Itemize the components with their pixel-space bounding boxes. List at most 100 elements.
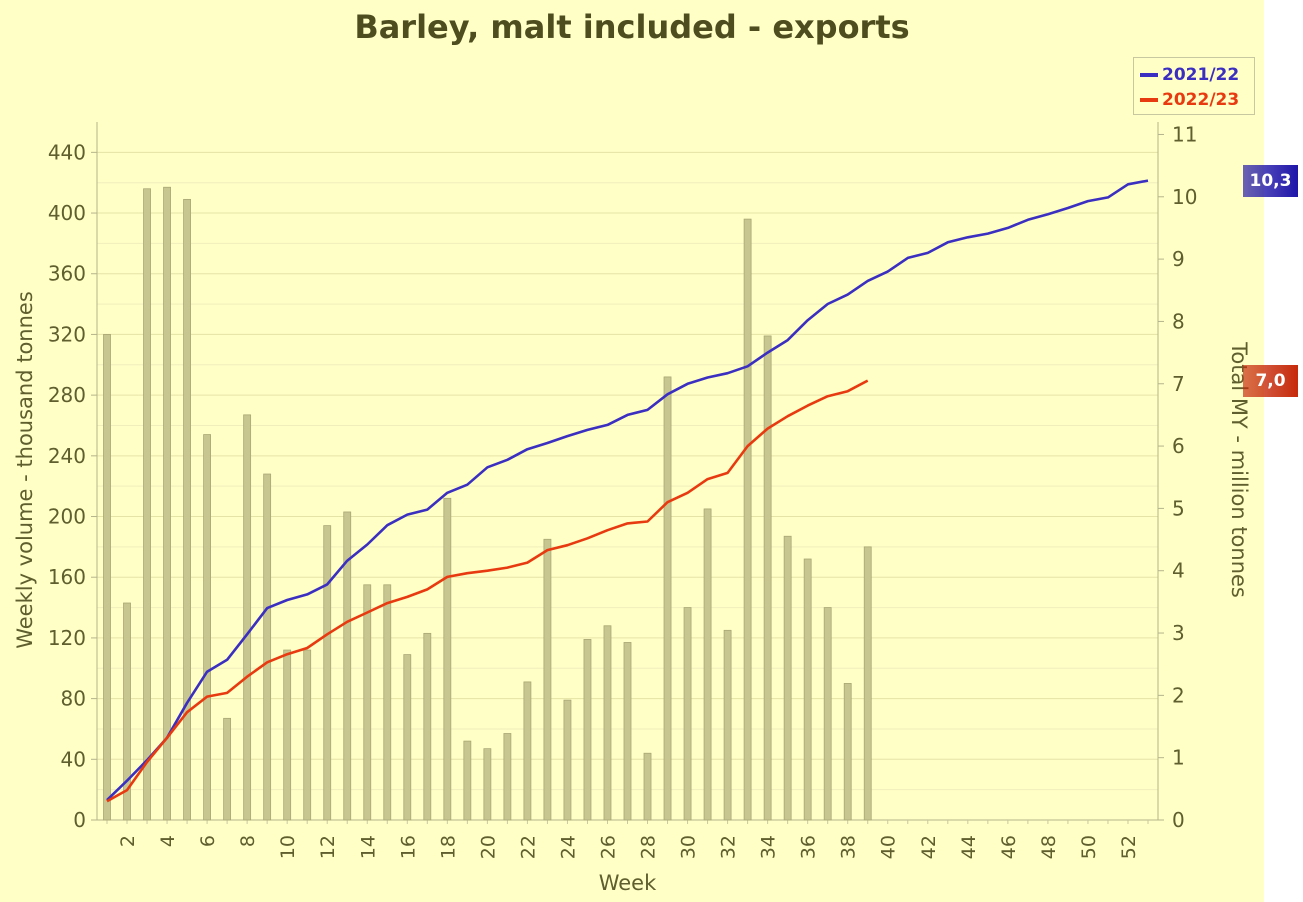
- bar-week-4: [163, 186, 171, 821]
- bar-week-16: [403, 654, 412, 821]
- y-tick-label-right: 5: [1172, 496, 1185, 520]
- x-tick-label: 44: [958, 835, 980, 859]
- bar-week-31: [703, 508, 712, 821]
- bar-week-2: [123, 602, 131, 821]
- end-value-badge-2022-23: 7,0: [1243, 364, 1298, 397]
- bar-week-39: [863, 546, 872, 821]
- bar-week-9: [263, 473, 272, 821]
- x-tick-label: 36: [798, 835, 820, 859]
- y-tick-label-right: 11: [1172, 122, 1197, 146]
- legend: 2021/22 2022/23: [1133, 57, 1255, 115]
- legend-swatch-2022-23: [1140, 98, 1158, 102]
- bar-week-5: [183, 198, 191, 821]
- bar-week-14: [363, 584, 372, 821]
- x-tick-label: 24: [557, 835, 579, 859]
- y-tick-label-left: 440: [48, 140, 86, 164]
- y-tick-label-left: 320: [48, 322, 86, 346]
- x-tick-label: 16: [397, 835, 419, 859]
- bar-week-33: [743, 218, 752, 821]
- series-line-2022-23: [106, 379, 869, 803]
- bar-week-36: [803, 558, 812, 821]
- y-tick-label-right: 10: [1172, 185, 1197, 209]
- y-tick-label-right: 8: [1172, 309, 1185, 333]
- bar-week-26: [603, 625, 612, 821]
- y-tick-label-right: 0: [1172, 808, 1185, 832]
- legend-item-2021-22: 2021/22: [1140, 64, 1239, 86]
- x-tick-label: 46: [998, 835, 1020, 859]
- chart-title: Barley, malt included - exports: [354, 8, 910, 46]
- y-tick-label-right: 7: [1172, 372, 1185, 396]
- x-tick-label: 12: [317, 835, 339, 859]
- bar-week-1: [103, 334, 111, 821]
- y-tick-label-right: 2: [1172, 683, 1185, 707]
- x-tick-label: 28: [638, 835, 660, 859]
- bar-week-37: [823, 607, 832, 821]
- bar-week-19: [463, 740, 472, 821]
- series-line-2021-22: [106, 179, 1149, 802]
- x-tick-label: 26: [597, 835, 619, 859]
- y-tick-label-left: 360: [48, 262, 86, 286]
- x-tick-label: 34: [758, 835, 780, 859]
- legend-label-2021-22: 2021/22: [1162, 65, 1240, 85]
- bar-week-24: [563, 699, 572, 821]
- y-tick-label-right: 1: [1172, 746, 1185, 770]
- y-tick-label-left: 160: [48, 565, 86, 589]
- x-tick-label: 50: [1078, 835, 1100, 859]
- bar-week-27: [623, 642, 632, 821]
- y-tick-label-left: 120: [48, 626, 86, 650]
- bar-week-8: [243, 414, 252, 821]
- x-tick-label: 4: [157, 835, 179, 847]
- y-tick-label-left: 400: [48, 201, 86, 225]
- bar-week-20: [483, 748, 492, 821]
- bar-week-30: [683, 607, 692, 821]
- legend-swatch-2021-22: [1140, 73, 1158, 77]
- y-tick-label-right: 9: [1172, 247, 1185, 271]
- bar-week-13: [343, 511, 352, 821]
- bar-week-32: [723, 629, 732, 821]
- y-tick-label-left: 200: [48, 505, 86, 529]
- bar-week-17: [423, 632, 432, 821]
- legend-item-2022-23: 2022/23: [1140, 89, 1239, 111]
- bar-week-10: [283, 649, 292, 821]
- x-tick-label: 20: [477, 835, 499, 859]
- x-tick-label: 30: [678, 835, 700, 859]
- x-tick-label: 6: [197, 835, 219, 847]
- x-tick-label: 14: [357, 835, 379, 859]
- x-axis-title: Week: [599, 871, 657, 895]
- x-tick-label: 48: [1038, 835, 1060, 859]
- bar-week-29: [663, 376, 672, 821]
- y-tick-label-right: 4: [1172, 559, 1185, 583]
- y-tick-label-left: 0: [73, 808, 86, 832]
- x-tick-label: 10: [277, 835, 299, 859]
- legend-label-2022-23: 2022/23: [1162, 90, 1240, 110]
- y-tick-label-right: 3: [1172, 621, 1185, 645]
- y-tick-label-left: 240: [48, 444, 86, 468]
- bar-week-25: [583, 639, 592, 821]
- y-tick-label-left: 40: [61, 747, 86, 771]
- y-tick-label-left: 80: [61, 687, 86, 711]
- bar-week-34: [763, 335, 772, 821]
- x-tick-label: 38: [838, 835, 860, 859]
- bar-week-22: [523, 681, 532, 821]
- y-tick-label-right: 6: [1172, 434, 1185, 458]
- bar-week-23: [543, 538, 552, 821]
- bar-week-7: [223, 717, 232, 821]
- y-tick-label-left: 280: [48, 383, 86, 407]
- bar-week-15: [383, 584, 392, 821]
- bar-week-6: [203, 434, 212, 821]
- bar-week-38: [843, 683, 852, 821]
- bar-week-21: [503, 733, 512, 821]
- end-value-badge-2021-22: 10,3: [1243, 164, 1298, 197]
- bar-week-28: [643, 752, 652, 821]
- bar-week-35: [783, 535, 792, 821]
- x-tick-label: 18: [437, 835, 459, 859]
- x-tick-label: 40: [878, 835, 900, 859]
- bar-week-18: [443, 497, 452, 821]
- x-tick-label: 2: [117, 835, 139, 847]
- bar-week-12: [323, 525, 332, 821]
- bar-week-3: [143, 188, 151, 821]
- x-tick-label: 8: [237, 835, 259, 847]
- y-axis-title-left: Weekly volume - thousand tonnes: [13, 291, 37, 649]
